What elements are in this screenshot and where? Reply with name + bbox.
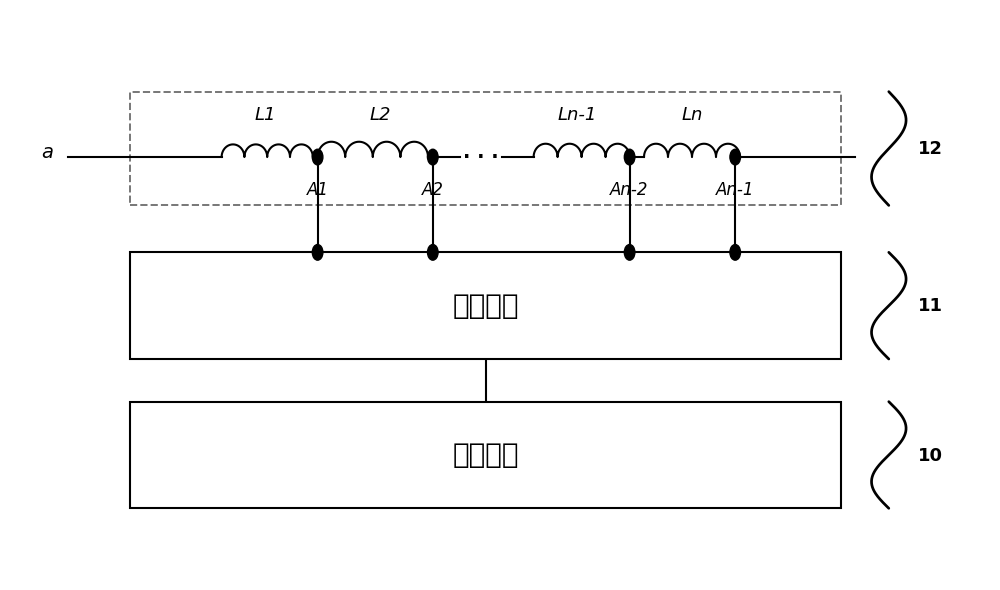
Circle shape [624,149,635,165]
Text: A1: A1 [307,181,329,199]
Text: 选路模块: 选路模块 [452,291,519,320]
Bar [130,402,841,509]
Circle shape [730,244,740,260]
Text: A2: A2 [422,181,444,199]
Bar [130,91,841,205]
Text: 12: 12 [918,139,943,158]
Text: 11: 11 [918,297,943,316]
Circle shape [428,149,438,165]
Circle shape [312,149,323,165]
Text: Ln: Ln [681,106,703,124]
Circle shape [730,149,740,165]
Text: An-1: An-1 [716,181,754,199]
Text: L1: L1 [254,106,276,124]
Text: 控制模块: 控制模块 [452,441,519,469]
Bar [130,253,841,359]
Text: Ln-1: Ln-1 [557,106,596,124]
Text: a: a [42,143,54,162]
Circle shape [428,244,438,260]
Text: L2: L2 [369,106,391,124]
Text: An-2: An-2 [610,181,649,199]
Circle shape [624,244,635,260]
Text: 10: 10 [918,447,943,465]
Circle shape [312,244,323,260]
Text: · · ·: · · · [463,148,499,166]
